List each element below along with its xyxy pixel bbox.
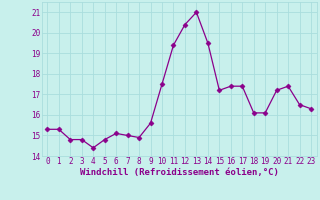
- X-axis label: Windchill (Refroidissement éolien,°C): Windchill (Refroidissement éolien,°C): [80, 168, 279, 177]
